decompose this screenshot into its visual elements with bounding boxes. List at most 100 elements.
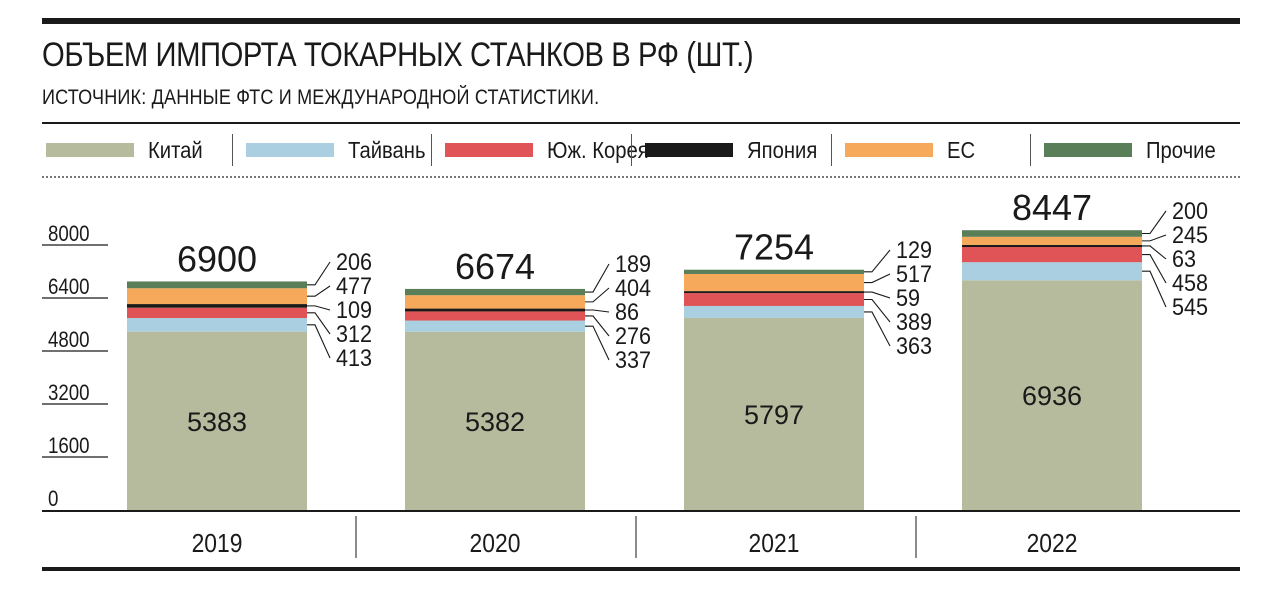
bar-segment: [684, 273, 864, 292]
bar-segment: [127, 307, 307, 319]
top-rule: [42, 18, 1240, 24]
bar-segment: [405, 288, 585, 296]
callout-value: 363: [896, 332, 932, 359]
callout-leader: [1142, 234, 1167, 242]
callout-leader: [1142, 270, 1167, 308]
callout-leader: [1142, 210, 1167, 235]
legend-swatch: [645, 143, 733, 157]
callout-value: 517: [896, 260, 932, 287]
callout-value: 477: [336, 272, 372, 299]
callout-leader: [1142, 245, 1167, 260]
data-label-china: 5797: [744, 400, 804, 430]
bar-segment: [684, 269, 864, 274]
legend-swatch: [844, 143, 933, 157]
bar-segment: [127, 288, 307, 305]
callout-value: 63: [1172, 245, 1196, 272]
bar-segment: [127, 331, 307, 510]
y-tick-label: 0: [48, 488, 58, 512]
callout-leader: [585, 309, 610, 313]
callout-value: 189: [615, 250, 651, 277]
y-tick-label: 1600: [48, 435, 90, 459]
legend-separator: [431, 134, 433, 166]
legend-label: ЕС: [946, 136, 975, 163]
y-tick-label: 6400: [48, 276, 90, 300]
callout-leader: [585, 263, 610, 293]
bar-segment: [962, 244, 1142, 248]
callout-value: 86: [615, 298, 639, 325]
data-label-china: 5382: [465, 407, 525, 437]
bar-segment: [962, 236, 1142, 245]
callout-leader: [585, 325, 610, 361]
callout-value: 458: [1172, 269, 1208, 296]
legend-dotted-divider: [42, 176, 1240, 178]
legend-item: Китай: [46, 130, 210, 170]
callout-leader: [307, 312, 331, 335]
bar-segment: [684, 317, 864, 510]
callout-leader: [585, 315, 610, 337]
callout-value: 276: [615, 322, 651, 349]
chart-title: ОБЪЕМ ИМПОРТА ТОКАРНЫХ СТАНКОВ В РФ (ШТ.…: [42, 36, 754, 74]
callout-leader: [307, 261, 331, 286]
bar-segment: [405, 331, 585, 510]
legend-swatch: [46, 143, 134, 157]
legend-separator: [231, 134, 233, 166]
legend-item: Прочие: [1044, 130, 1225, 170]
total-label: 8447: [1012, 187, 1092, 228]
bottom-rule: [42, 567, 1240, 571]
callout-value: 337: [615, 346, 651, 373]
callout-value: 312: [336, 320, 372, 347]
callout-value: 404: [615, 274, 651, 301]
bar-segment: [962, 247, 1142, 263]
callout-leader: [864, 311, 891, 347]
legend-separator: [830, 134, 832, 166]
legend-label: Юж. Корея: [547, 136, 650, 163]
callout-value: 413: [336, 344, 372, 371]
bar-segment: [684, 305, 864, 318]
y-tick-label: 4800: [48, 329, 90, 353]
callout-leader: [864, 298, 891, 323]
y-tick-label: 3200: [48, 382, 90, 406]
callout-value: 200: [1172, 197, 1208, 224]
callout-value: 129: [896, 236, 932, 263]
legend-label: Япония: [747, 136, 818, 163]
callout-value: 206: [336, 248, 372, 275]
bar-segment: [127, 304, 307, 308]
bar-segment: [684, 291, 864, 294]
bar-segment: [684, 293, 864, 306]
legend: Китай Тайвань Юж. Корея Япония ЕС Прочие: [42, 130, 1240, 170]
category-label: 2021: [749, 530, 800, 559]
legend-item: ЕС: [844, 130, 979, 170]
total-label: 7254: [734, 227, 814, 268]
callout-value: 545: [1172, 293, 1208, 320]
total-label: 6900: [177, 238, 257, 279]
legend-item: Тайвань: [245, 130, 436, 170]
callout-leader: [307, 305, 331, 311]
data-label-china: 6936: [1022, 381, 1082, 411]
bar-segment: [405, 295, 585, 309]
callout-value: 109: [336, 296, 372, 323]
bar-segment: [405, 320, 585, 332]
bar-segment: [962, 280, 1142, 510]
callout-value: 59: [896, 284, 920, 311]
total-label: 6674: [455, 246, 535, 287]
bar-segment: [127, 281, 307, 289]
legend-label: Тайвань: [347, 136, 426, 163]
legend-item: Япония: [645, 130, 827, 170]
legend-swatch: [1044, 143, 1133, 157]
chart-subtitle: ИСТОЧНИК: ДАННЫЕ ФТС И МЕЖДУНАРОДНОЙ СТА…: [42, 86, 600, 109]
callout-value: 389: [896, 308, 932, 335]
legend-swatch: [445, 143, 534, 157]
callout-leader: [864, 291, 891, 299]
callout-leader: [307, 285, 331, 297]
category-label: 2022: [1027, 530, 1078, 559]
bar-segment: [962, 230, 1142, 237]
legend-separator: [631, 134, 632, 166]
callout-leader: [307, 324, 331, 359]
callout-leader: [585, 287, 610, 303]
legend-rule: [42, 122, 1240, 124]
legend-label: Китай: [148, 136, 203, 163]
callout-value: 245: [1172, 221, 1208, 248]
bar-segment: [405, 311, 585, 321]
bar-segment: [127, 318, 307, 332]
